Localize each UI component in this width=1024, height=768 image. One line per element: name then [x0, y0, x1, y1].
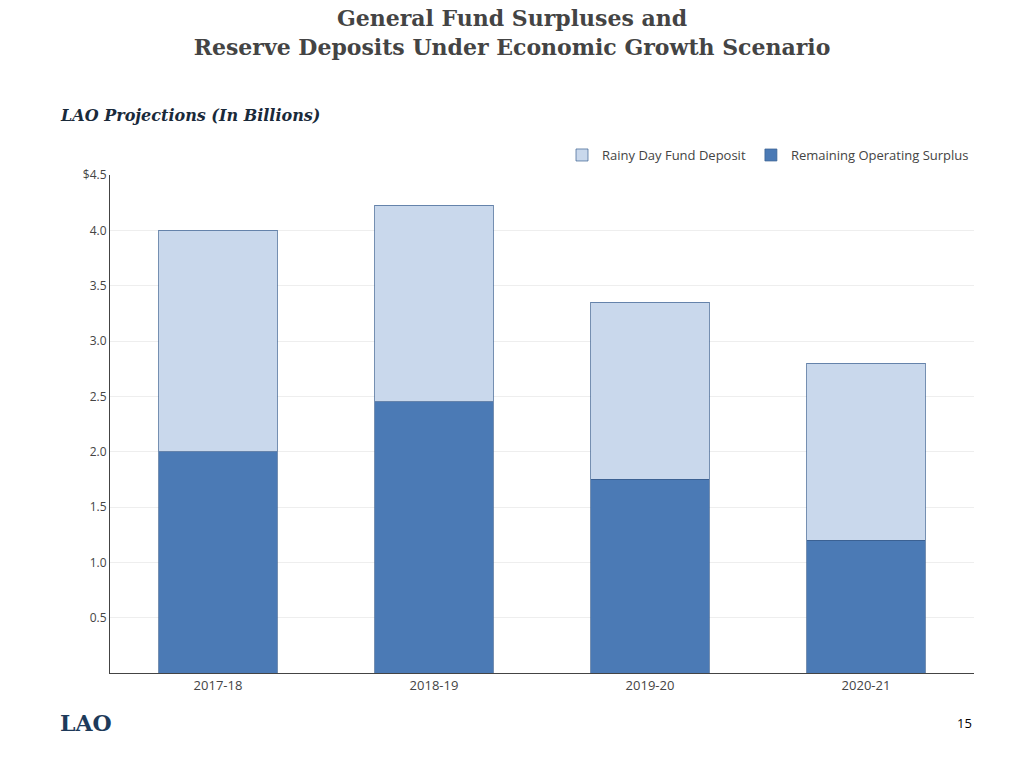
svg-text:1.0: 1.0: [90, 554, 107, 571]
svg-text:2.5: 2.5: [90, 388, 107, 405]
svg-text:2018-19: 2018-19: [410, 676, 459, 694]
svg-text:2019-20: 2019-20: [626, 676, 675, 694]
svg-text:1.5: 1.5: [90, 498, 107, 515]
svg-text:LAO Projections (In Billions): LAO Projections (In Billions): [60, 106, 320, 125]
svg-text:Remaining Operating Surplus: Remaining Operating Surplus: [791, 146, 969, 164]
svg-text:General Fund Surpluses andRese: General Fund Surpluses andReserve Deposi…: [194, 5, 831, 60]
svg-text:$4.5: $4.5: [83, 166, 107, 183]
svg-text:4.0: 4.0: [90, 222, 107, 239]
svg-text:15: 15: [957, 714, 972, 732]
svg-text:3.0: 3.0: [90, 332, 107, 349]
svg-text:2.0: 2.0: [90, 443, 107, 460]
svg-text:0.5: 0.5: [90, 609, 107, 626]
svg-text:Rainy Day Fund Deposit: Rainy Day Fund Deposit: [602, 146, 746, 164]
svg-text:3.5: 3.5: [90, 277, 107, 294]
svg-text:LAO: LAO: [60, 710, 112, 736]
svg-text:2017-18: 2017-18: [194, 676, 243, 694]
svg-text:2020-21: 2020-21: [842, 676, 891, 694]
